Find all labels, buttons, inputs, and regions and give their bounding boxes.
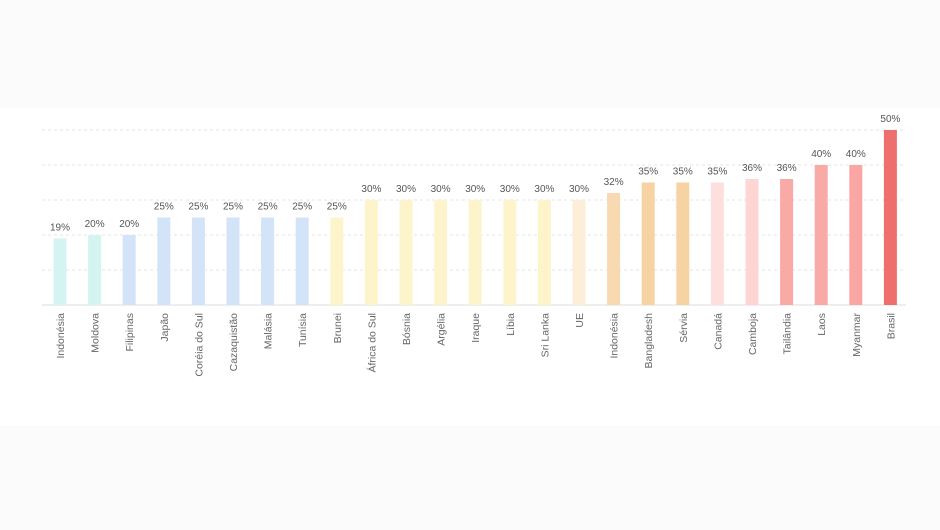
category-label: Indonésia — [55, 313, 67, 359]
value-label: 40% — [811, 149, 831, 160]
value-label: 25% — [154, 202, 174, 213]
category-label: UE — [574, 313, 586, 328]
value-label: 35% — [707, 167, 727, 178]
category-label: Malásia — [263, 313, 275, 349]
value-label: 25% — [188, 202, 208, 213]
category-label: Brasil — [885, 313, 897, 339]
bar — [295, 217, 309, 305]
category-label: Japão — [159, 313, 171, 342]
bar — [503, 200, 517, 305]
bar — [745, 179, 759, 305]
value-label: 19% — [50, 223, 70, 234]
category-label: Sérvia — [678, 313, 690, 343]
bar — [814, 165, 828, 305]
value-label: 30% — [396, 184, 416, 195]
value-label: 20% — [119, 219, 139, 230]
category-label: Bangladesh — [643, 313, 655, 369]
value-label: 35% — [638, 167, 658, 178]
category-label: Tunísia — [297, 313, 309, 347]
bar — [122, 235, 136, 305]
bar — [572, 200, 586, 305]
value-labels: 19% 20% 20% 25% 25% 25% 25% 25% 25% 30% 30% 30% 30% 3… — [50, 114, 901, 234]
value-label: 30% — [534, 184, 554, 195]
category-label: Brunei — [332, 313, 344, 343]
category-label: Bósnia — [401, 313, 413, 345]
value-label: 30% — [500, 184, 520, 195]
category-label: Myanmar — [851, 313, 863, 357]
bar — [53, 238, 67, 305]
bar — [226, 217, 240, 305]
category-label: Indonésia — [609, 313, 621, 359]
category-label: Coréia do Sul — [193, 313, 205, 377]
bar — [780, 179, 794, 305]
value-label: 30% — [569, 184, 589, 195]
bar — [641, 182, 655, 305]
category-labels: Indonésia Moldova Filipinas Japão Coréia do … — [55, 313, 897, 377]
category-label: Iraque — [470, 313, 482, 343]
value-label: 30% — [361, 184, 381, 195]
category-label: Líbia — [505, 313, 517, 336]
category-label: Cazaquistão — [228, 313, 240, 372]
value-label: 25% — [223, 202, 243, 213]
category-label: Sri Lanka — [539, 313, 551, 358]
value-label: 25% — [327, 202, 347, 213]
bar — [261, 217, 275, 305]
category-label: Argélia — [436, 313, 448, 346]
value-label: 36% — [742, 163, 762, 174]
bar — [399, 200, 413, 305]
value-label: 25% — [258, 202, 278, 213]
bar — [883, 130, 897, 305]
bar — [468, 200, 482, 305]
value-label: 50% — [880, 114, 900, 125]
category-label: Moldova — [90, 313, 102, 353]
bar — [157, 217, 171, 305]
bar — [191, 217, 205, 305]
bar — [849, 165, 863, 305]
value-label: 25% — [292, 202, 312, 213]
value-label: 20% — [85, 219, 105, 230]
bar — [88, 235, 102, 305]
bar — [364, 200, 378, 305]
bar — [710, 182, 724, 305]
category-label: África do Sul — [365, 313, 378, 373]
bar — [330, 217, 344, 305]
value-label: 36% — [777, 163, 797, 174]
bars — [53, 130, 897, 305]
value-label: 32% — [604, 177, 624, 188]
category-label: Tailândia — [782, 313, 794, 355]
category-label: Camboja — [747, 313, 759, 355]
category-label: Laos — [816, 313, 828, 336]
bar — [434, 200, 448, 305]
value-label: 30% — [431, 184, 451, 195]
category-label: Canadá — [712, 313, 724, 350]
value-label: 30% — [465, 184, 485, 195]
value-label: 40% — [846, 149, 866, 160]
bar — [676, 182, 690, 305]
bar — [537, 200, 551, 305]
category-label: Filipinas — [124, 313, 136, 352]
value-label: 35% — [673, 167, 693, 178]
bar — [607, 193, 621, 305]
